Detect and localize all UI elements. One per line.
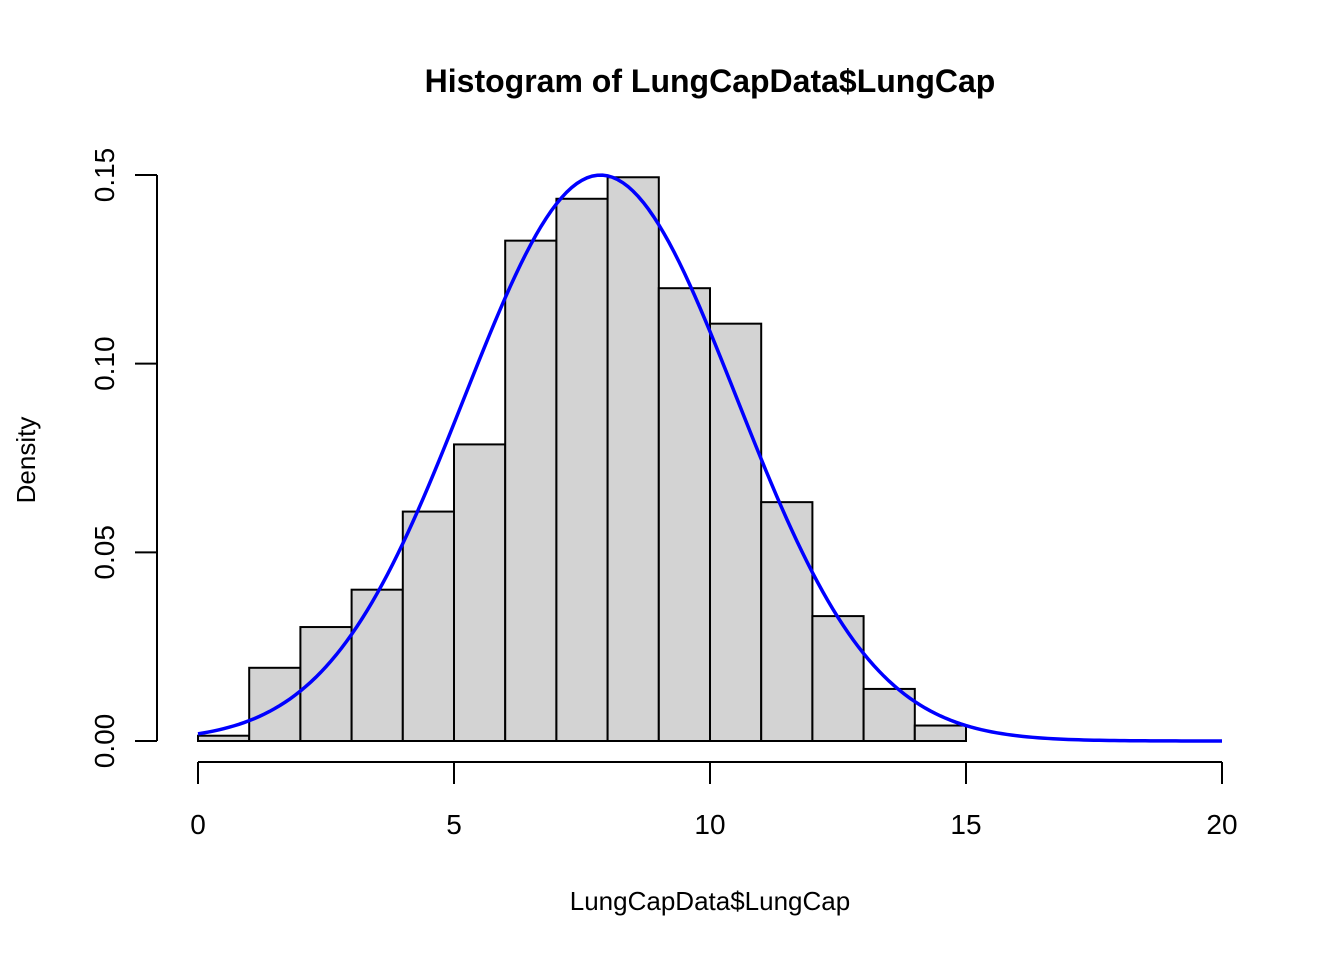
y-tick-label: 0.15 [89, 148, 120, 203]
x-tick-label: 10 [694, 809, 725, 840]
histogram-bar [913, 724, 967, 743]
histogram-bar [709, 322, 763, 742]
density-curve [197, 173, 1222, 743]
x-tick-label: 0 [190, 809, 206, 840]
histogram-bar [401, 510, 455, 742]
histogram-bar [453, 443, 507, 742]
x-tick-label: 15 [950, 809, 981, 840]
histogram-bar [197, 734, 251, 743]
chart-title: Histogram of LungCapData$LungCap [425, 63, 996, 99]
histogram-bar [504, 239, 558, 742]
x-axis-label: LungCapData$LungCap [570, 886, 850, 916]
y-tick-label: 0.05 [89, 525, 120, 580]
histogram-bar [760, 501, 814, 743]
x-axis: 0 5 10 15 20 [190, 761, 1238, 840]
histogram-bar [350, 588, 404, 742]
y-tick-label: 0.00 [89, 714, 120, 769]
histogram-bar [811, 615, 865, 742]
x-tick-label: 20 [1206, 809, 1237, 840]
histogram-bar [248, 666, 302, 743]
y-axis: 0.00 0.05 0.10 0.15 [89, 148, 158, 769]
histogram-bar [606, 176, 660, 743]
x-tick-label: 5 [446, 809, 462, 840]
y-tick-label: 0.10 [89, 336, 120, 391]
histogram-bar [657, 287, 711, 742]
histogram-bars [197, 176, 967, 743]
histogram-bar [555, 197, 609, 743]
y-axis-label: Density [11, 417, 41, 504]
